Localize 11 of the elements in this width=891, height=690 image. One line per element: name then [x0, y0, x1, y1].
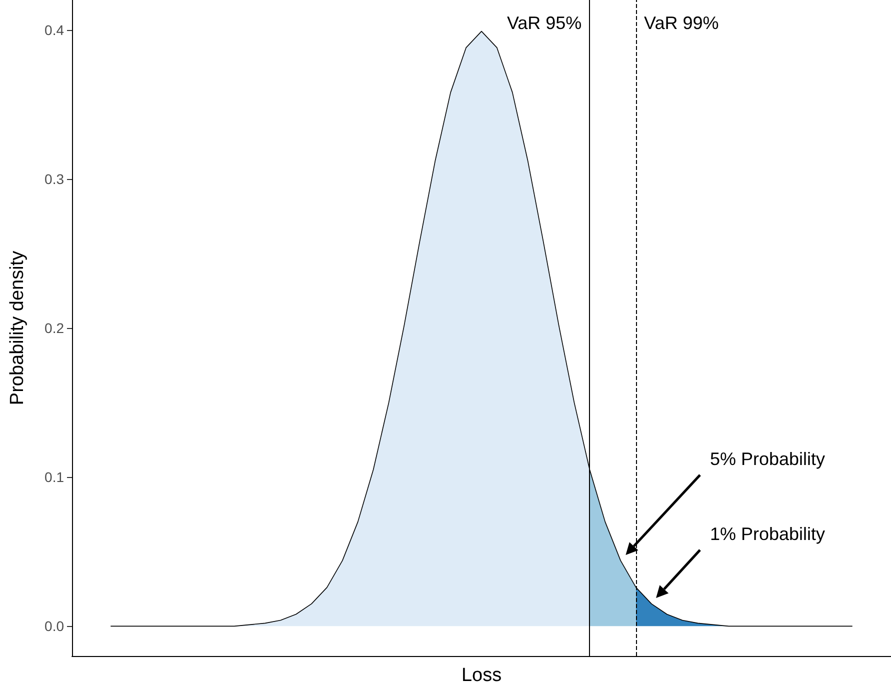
y-tick-label: 0.0 [44, 618, 64, 634]
annotation: 5% Probability [710, 449, 826, 469]
x-axis-title: Loss [461, 665, 502, 686]
y-tick-label: 0.2 [44, 320, 64, 336]
y-tick-label: 0.4 [44, 22, 64, 38]
annotation: VaR 95% [506, 13, 582, 33]
y-axis-title: Probability density [7, 250, 28, 406]
annotation: 1% Probability [710, 524, 826, 544]
y-tick-label: 0.3 [44, 170, 64, 187]
annotation: VaR 99% [644, 13, 719, 33]
y-tick-label: 0.1 [44, 469, 64, 486]
